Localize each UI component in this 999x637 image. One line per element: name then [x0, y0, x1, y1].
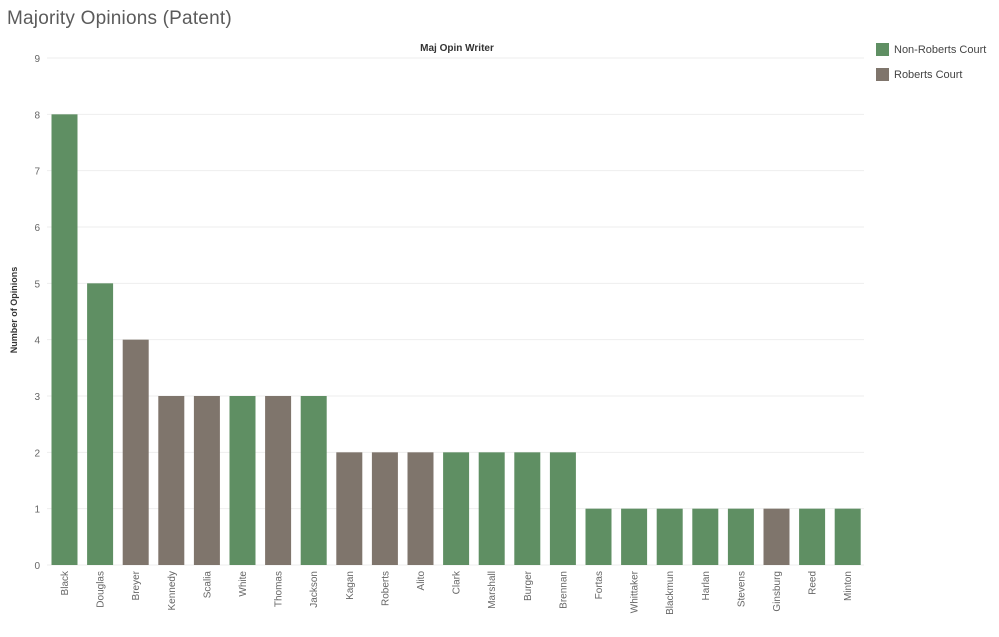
y-tick-label: 8: [34, 110, 40, 121]
x-tick-label: Thomas: [274, 571, 285, 607]
y-tick-label: 1: [34, 505, 40, 516]
bar-brennan[interactable]: [549, 452, 576, 565]
bar-scalia[interactable]: [193, 396, 220, 565]
bar-kagan[interactable]: [336, 452, 363, 565]
chart-title: Maj Opin Writer: [420, 43, 494, 54]
legend-label: Non-Roberts Court: [894, 43, 987, 56]
legend-item-roberts[interactable]: Roberts Court: [876, 65, 986, 84]
bar-roberts[interactable]: [371, 452, 398, 565]
legend-label: Roberts Court: [894, 68, 963, 81]
y-tick-label: 6: [34, 223, 40, 234]
bar-burger[interactable]: [514, 452, 541, 565]
x-tick-label: Blackmun: [665, 571, 676, 615]
bar-clark[interactable]: [443, 452, 470, 565]
legend-swatch-roberts: [876, 68, 889, 81]
bar-white[interactable]: [229, 396, 256, 565]
y-tick-label: 3: [34, 392, 40, 403]
bar-douglas[interactable]: [87, 283, 114, 565]
page-title: Majority Opinions (Patent): [7, 8, 232, 29]
bar-minton[interactable]: [834, 508, 861, 565]
bar-black[interactable]: [51, 114, 78, 565]
bar-reed[interactable]: [799, 508, 826, 565]
bar-harlan[interactable]: [692, 508, 719, 565]
x-tick-label: Brennan: [558, 571, 569, 609]
x-tick-label: Marshall: [487, 571, 498, 609]
legend-item-non-roberts[interactable]: Non-Roberts Court: [876, 40, 986, 59]
bar-alito[interactable]: [407, 452, 434, 565]
y-tick-label: 5: [34, 279, 40, 290]
bar-stevens[interactable]: [727, 508, 754, 565]
x-tick-label: Ginsburg: [772, 571, 783, 612]
bar-jackson[interactable]: [300, 396, 327, 565]
legend-swatch-non-roberts: [876, 43, 889, 56]
bar-blackmun[interactable]: [656, 508, 683, 565]
y-tick-label: 4: [34, 336, 40, 347]
x-tick-label: Minton: [843, 571, 854, 601]
x-tick-label: Breyer: [131, 570, 142, 600]
y-axis-ticks: 0 1 2 3 4 5 6 7 8 9: [34, 54, 40, 572]
y-tick-label: 0: [34, 561, 40, 572]
bar-ginsburg[interactable]: [763, 508, 790, 565]
y-tick-label: 2: [34, 448, 40, 459]
x-tick-label: Roberts: [380, 571, 391, 606]
x-tick-label: Harlan: [701, 571, 712, 600]
x-tick-label: Black: [60, 570, 71, 595]
x-tick-label: Alito: [416, 571, 427, 591]
bar-breyer[interactable]: [122, 339, 149, 565]
x-axis-ticks: Black Douglas Breyer Kennedy Scalia White Thom…: [60, 570, 854, 615]
bar-kennedy[interactable]: [158, 396, 185, 565]
legend: Non-Roberts Court Roberts Court: [876, 40, 986, 90]
x-tick-label: Whittaker: [630, 570, 641, 613]
x-tick-label: Kagan: [345, 571, 356, 600]
x-tick-label: Kennedy: [167, 571, 178, 610]
x-tick-label: Stevens: [736, 571, 747, 607]
bar-fortas[interactable]: [585, 508, 612, 565]
x-tick-label: Reed: [808, 571, 819, 595]
x-tick-label: Douglas: [96, 571, 107, 608]
y-tick-label: 7: [34, 167, 40, 178]
bar-whittaker[interactable]: [621, 508, 648, 565]
bars: [51, 114, 861, 565]
x-tick-label: Scalia: [202, 571, 213, 599]
x-tick-label: Clark: [452, 570, 463, 594]
x-tick-label: Burger: [523, 570, 534, 601]
y-tick-label: 9: [34, 54, 40, 65]
bar-thomas[interactable]: [265, 396, 292, 565]
y-axis-label: Number of Opinions: [9, 267, 19, 354]
x-tick-label: Fortas: [594, 571, 605, 599]
x-tick-label: Jackson: [309, 571, 320, 608]
x-tick-label: White: [238, 571, 249, 597]
bar-marshall[interactable]: [478, 452, 505, 565]
